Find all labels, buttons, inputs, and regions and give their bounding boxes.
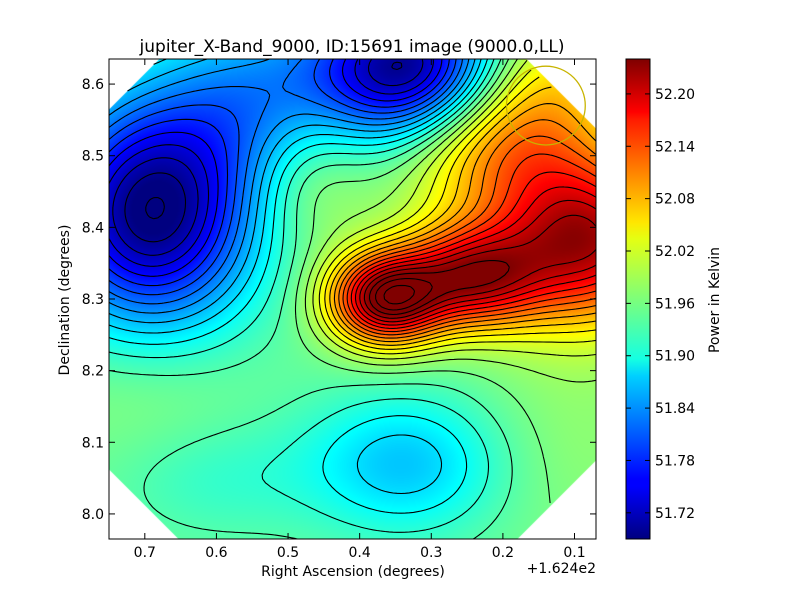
contour-line bbox=[354, 186, 596, 326]
y-tick-label: 8.6 bbox=[82, 77, 104, 93]
contour-line bbox=[329, 86, 596, 346]
chart-title: jupiter_X-Band_9000, ID:15691 image (900… bbox=[139, 37, 565, 57]
contour-line bbox=[304, 59, 596, 383]
x-tick-label: 0.3 bbox=[420, 545, 442, 561]
contour-line bbox=[338, 119, 596, 339]
colorbar-tick-label: 51.78 bbox=[655, 453, 695, 469]
contour-line bbox=[383, 284, 416, 305]
contour-line bbox=[124, 61, 403, 243]
colorbar-tick-label: 52.02 bbox=[655, 244, 695, 260]
x-tick-label: 0.5 bbox=[277, 545, 299, 561]
x-tick-label: 0.7 bbox=[134, 545, 156, 561]
y-tick-label: 8.5 bbox=[82, 149, 104, 165]
contour-line bbox=[346, 153, 596, 333]
contour-line bbox=[109, 59, 495, 533]
contour-line bbox=[109, 59, 513, 539]
contour-lines bbox=[109, 59, 596, 539]
y-axis-label: Declination (degrees) bbox=[57, 225, 73, 376]
contour-line bbox=[342, 135, 596, 336]
y-tick-label: 8.3 bbox=[82, 292, 104, 308]
contour-line bbox=[294, 59, 551, 504]
contour-line bbox=[318, 69, 596, 355]
beam-circle bbox=[505, 65, 586, 146]
contour-line bbox=[312, 59, 596, 360]
contour-line bbox=[350, 171, 596, 329]
contour-line bbox=[109, 59, 434, 267]
contour-line bbox=[109, 59, 464, 305]
contour-line bbox=[109, 59, 476, 324]
contour-line bbox=[324, 76, 596, 350]
colorbar-tick-label: 51.72 bbox=[655, 506, 695, 522]
y-tick-label: 8.0 bbox=[82, 507, 104, 523]
colorbar-tick-label: 52.08 bbox=[655, 192, 695, 208]
contour-line bbox=[375, 278, 433, 311]
y-tick-label: 8.1 bbox=[82, 435, 104, 451]
colorbar-label: Power in Kelvin bbox=[707, 247, 723, 353]
x-tick-label: 0.2 bbox=[492, 545, 514, 561]
colorbar-frame bbox=[625, 58, 651, 540]
contour-line bbox=[112, 59, 424, 256]
heatmap-image bbox=[109, 59, 596, 539]
contour-line bbox=[109, 59, 482, 495]
x-tick-label: 0.1 bbox=[563, 545, 585, 561]
y-tick-label: 8.4 bbox=[82, 220, 104, 236]
contour-line bbox=[145, 196, 165, 220]
x-tick-label: 0.6 bbox=[205, 545, 227, 561]
x-axis-label: Right Ascension (degrees) bbox=[261, 564, 445, 580]
colorbar-tick-label: 51.84 bbox=[655, 401, 695, 417]
colorbar-tick-label: 52.20 bbox=[655, 87, 695, 103]
contour-line bbox=[109, 59, 443, 277]
x-tick-label: 0.4 bbox=[349, 545, 371, 561]
contour-line bbox=[109, 59, 450, 287]
colorbar-tick-label: 51.96 bbox=[655, 296, 695, 312]
contour-line bbox=[109, 59, 470, 314]
y-tick-label: 8.2 bbox=[82, 364, 104, 380]
contour-line bbox=[109, 59, 457, 296]
colorbar-tick-label: 52.14 bbox=[655, 139, 695, 155]
contour-line bbox=[109, 59, 489, 514]
x-offset-label: +1.624e2 bbox=[527, 561, 596, 577]
colorbar bbox=[626, 59, 650, 539]
contour-line bbox=[368, 259, 510, 316]
contour-line bbox=[363, 214, 596, 319]
colorbar-tick-label: 51.90 bbox=[655, 349, 695, 365]
contour-line bbox=[359, 199, 596, 323]
